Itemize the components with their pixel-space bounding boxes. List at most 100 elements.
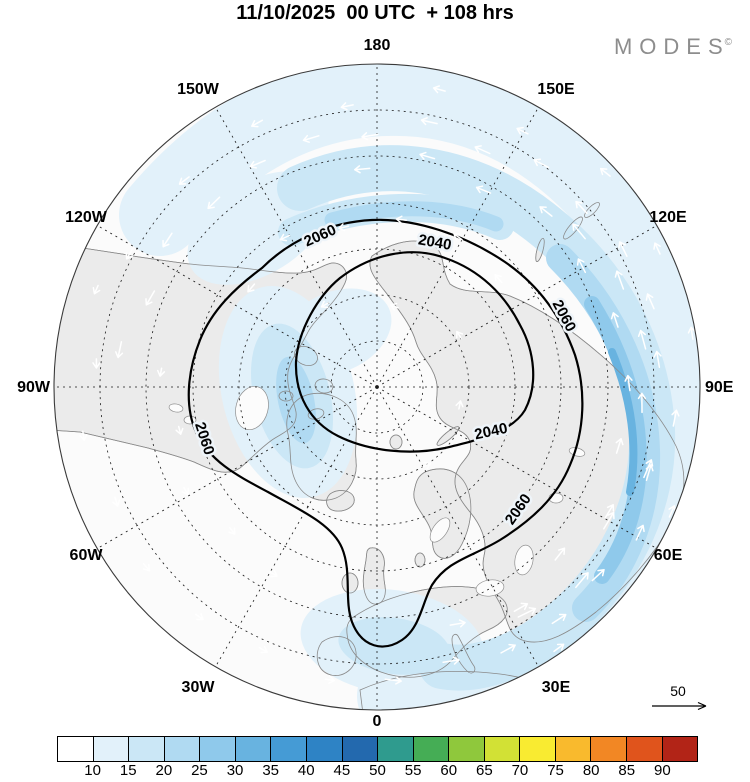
graticule xyxy=(54,64,700,710)
wind-arrow xyxy=(112,496,121,507)
map-disc: 2060 2040 2060 2040 2060 2060 xyxy=(54,64,700,710)
wind-arrow xyxy=(395,215,408,224)
wind-arrow xyxy=(456,330,464,340)
wind-arrow xyxy=(302,134,320,143)
modes-logo: MODES© xyxy=(614,34,732,60)
wind-arrow xyxy=(645,293,655,310)
wind-arrow xyxy=(615,438,624,454)
lon-label-90w: 90W xyxy=(17,379,51,396)
wind-arrow xyxy=(591,568,605,582)
wind-arrow xyxy=(455,400,464,410)
wind-arrow xyxy=(653,350,662,369)
wind-arrow xyxy=(247,283,256,293)
colorbar-cell xyxy=(555,737,592,761)
wind-arrow xyxy=(269,569,278,578)
colorbar-cell xyxy=(271,737,307,761)
wind-arrow xyxy=(162,232,173,248)
wind-arrow xyxy=(92,284,101,295)
wind-arrow xyxy=(603,511,615,530)
colorbar-tick-label: 20 xyxy=(155,762,173,779)
wind-arrow xyxy=(194,613,204,621)
colorbar-tick-label: 50 xyxy=(369,762,386,779)
colorbar-cell xyxy=(449,737,485,761)
colorbar-tick-label: 60 xyxy=(440,762,458,779)
colorbar-tick-label: 85 xyxy=(618,762,636,779)
colorbar-tick-label: 45 xyxy=(333,762,351,779)
colorbar-cell xyxy=(235,737,272,761)
wind-arrow xyxy=(653,242,661,255)
latitude-circle xyxy=(330,340,424,434)
lon-label-30w: 30W xyxy=(182,679,216,696)
wind-arrow xyxy=(643,459,654,479)
lon-label-90e: 90E xyxy=(705,379,734,396)
wind-arrow xyxy=(539,206,553,217)
colorbar-cell xyxy=(164,737,201,761)
wind-arrow xyxy=(614,270,625,290)
lon-label-180: 180 xyxy=(364,37,391,54)
colorbar-tick-label: 30 xyxy=(226,762,244,779)
colorbar-cell xyxy=(662,737,698,761)
wind-arrow xyxy=(340,102,354,111)
wind-arrow xyxy=(156,367,166,377)
wind-arrow xyxy=(228,527,236,535)
wind-scale-value: 50 xyxy=(670,683,686,699)
wind-arrow xyxy=(279,233,291,242)
height-contours xyxy=(187,218,584,648)
lon-label-120w: 120W xyxy=(65,209,108,226)
wind-arrow xyxy=(599,167,611,177)
colorbar-cell xyxy=(627,737,663,761)
hudson-bay xyxy=(235,385,269,431)
polar-map-svg: 2060 2040 2060 2040 2060 2060 180 150W 1… xyxy=(17,37,734,730)
colorbar-cell xyxy=(484,737,521,761)
colorbar-tick-label: 75 xyxy=(547,762,564,779)
shade-patch-15b xyxy=(338,617,450,675)
wind-arrow xyxy=(553,643,565,653)
wind-arrow xyxy=(533,158,550,169)
shade-patch-20a xyxy=(276,356,316,444)
wind-arrow xyxy=(354,165,371,174)
wind-arrow xyxy=(420,117,438,126)
lon-label-60e: 60E xyxy=(654,547,683,564)
colorbar-tick-label: 35 xyxy=(262,762,279,779)
wind-scale-reference: 50 xyxy=(652,683,707,711)
colorbar-cell xyxy=(306,737,343,761)
colorbar-cell xyxy=(378,737,414,761)
wind-arrow xyxy=(637,329,647,350)
colorbar-tick-label: 55 xyxy=(404,762,422,779)
wind-arrow xyxy=(494,274,503,284)
wind-arrow xyxy=(361,132,379,141)
wind-arrow xyxy=(551,613,567,625)
map-boundary-circle xyxy=(53,63,701,711)
wind-arrow xyxy=(175,425,184,435)
wind-arrow xyxy=(207,196,221,210)
wind-arrow xyxy=(389,302,399,311)
contour-2040 xyxy=(294,251,535,453)
wind-arrow xyxy=(500,643,516,654)
colorbar-tick-label: 80 xyxy=(582,762,600,779)
wind-arrow xyxy=(635,524,645,541)
wind-arrow xyxy=(249,159,266,169)
wind-arrow xyxy=(79,430,88,441)
colorbar-tick-label: 40 xyxy=(297,762,315,779)
wind-arrow xyxy=(449,619,466,628)
colorbar-cell xyxy=(200,737,236,761)
lon-label-150w: 150W xyxy=(177,81,220,98)
great-lake-1 xyxy=(168,403,184,413)
page-title: 11/10/2025 00 UTC + 108 hrs xyxy=(236,2,514,24)
contour-2060 xyxy=(187,218,584,648)
modes-logo-text: MODES xyxy=(613,34,730,59)
latitude-circle xyxy=(192,202,562,572)
wind-arrow xyxy=(516,126,529,135)
wind-arrows-layer xyxy=(79,85,700,703)
wind-arrow xyxy=(575,200,588,215)
wind-arrow xyxy=(610,312,619,328)
wind-scale-arrow-icon xyxy=(652,701,707,711)
wind-arrow xyxy=(572,223,586,240)
colorbar-tick-label: 10 xyxy=(84,762,101,779)
colorbar-tick-label: 65 xyxy=(475,762,493,779)
wind-arrow xyxy=(142,563,151,572)
lon-label-30e: 30E xyxy=(542,679,571,696)
wind-arrow xyxy=(181,486,190,496)
wind-arrow xyxy=(624,374,633,392)
wind-arrow xyxy=(320,300,330,309)
